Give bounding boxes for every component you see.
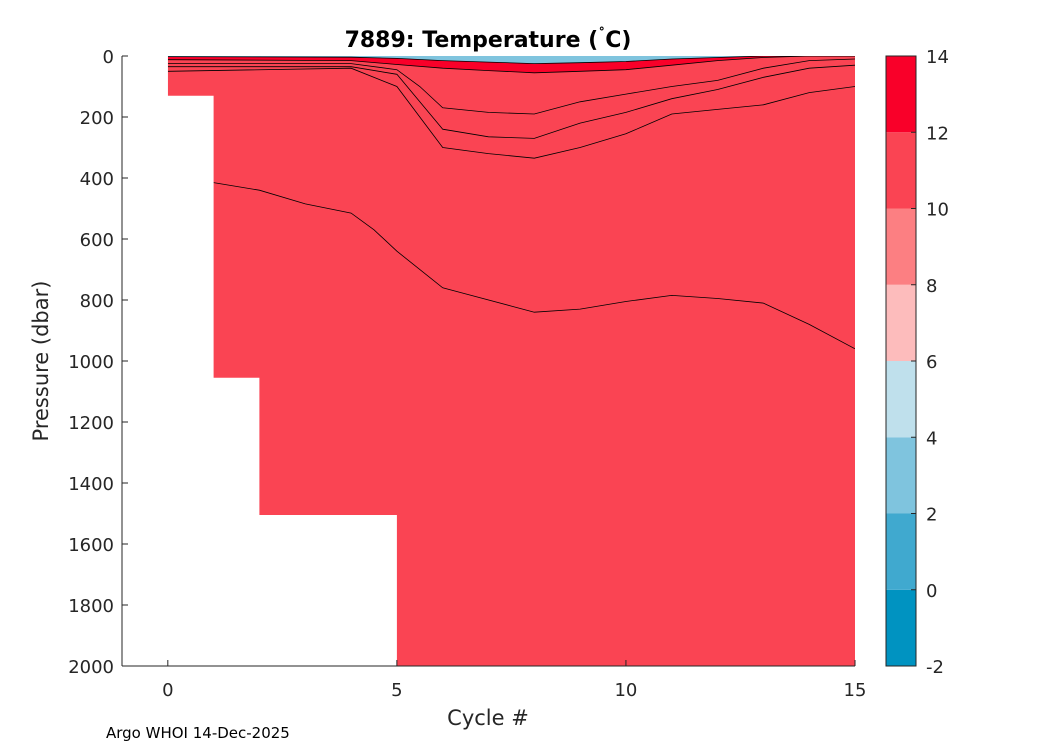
temperature-band-10-12 <box>167 56 855 666</box>
y-tick-label: 1400 <box>68 474 114 495</box>
y-tick-label: 0 <box>103 47 114 68</box>
no-data-region <box>122 56 397 666</box>
y-axis: 0 200 400 600 800 1000 1200 1400 1600 1800 2000 <box>68 47 128 678</box>
y-tick-label: 400 <box>80 169 114 190</box>
y-tick-label: 200 <box>80 108 114 129</box>
colorbar-tick-label: 4 <box>926 428 937 449</box>
colorbar-segment-4-6 <box>886 361 916 438</box>
y-axis-label: Pressure (dbar) <box>29 281 53 442</box>
x-tick-label: 5 <box>391 680 402 701</box>
x-axis-label: Cycle # <box>447 706 529 730</box>
contour-layer <box>167 56 855 666</box>
colorbar-segment-2-4 <box>886 437 916 514</box>
no-data-mask <box>122 56 397 666</box>
y-tick-label: 1000 <box>68 352 114 373</box>
colorbar-segment-6-8 <box>886 284 916 361</box>
colorbar-tick-label: -2 <box>926 657 944 678</box>
colorbar-segment-12-14 <box>886 56 916 133</box>
contour-line-10C <box>167 56 855 74</box>
colorbar-tick-label: 8 <box>926 276 937 297</box>
colorbar-segment-0-2 <box>886 513 916 590</box>
colorbar-segment--2-0 <box>886 589 916 666</box>
colorbar-tick-label: 14 <box>926 47 949 68</box>
colorbar-segment-8-10 <box>886 208 916 285</box>
y-tick-label: 1600 <box>68 535 114 556</box>
x-tick-label: 15 <box>844 680 867 701</box>
contour-line-6C <box>167 64 855 139</box>
footer-credit: Argo WHOI 14-Dec-2025 <box>106 724 290 742</box>
colorbar-tick-label: 0 <box>926 581 937 602</box>
colorbar: -2 0 2 4 6 8 10 12 14 <box>885 47 949 678</box>
colorbar-tick-label: 10 <box>926 200 949 221</box>
y-tick-label: 800 <box>80 291 114 312</box>
y-tick-label: 600 <box>80 230 114 251</box>
y-tick-label: 1200 <box>68 413 114 434</box>
x-tick-label: 10 <box>614 680 637 701</box>
colorbar-segment-10-12 <box>886 132 916 209</box>
colorbar-tick-label: 12 <box>926 123 949 144</box>
pre-cycle-blank <box>122 56 168 666</box>
y-tick-label: 1800 <box>68 596 114 617</box>
y-tick-label: 2000 <box>68 657 114 678</box>
contour-line-4C <box>213 182 855 350</box>
colorbar-tick-label: 6 <box>926 352 937 373</box>
x-tick-label: 0 <box>162 680 173 701</box>
colorbar-tick-label: 2 <box>926 505 937 526</box>
chart-title: 7889: Temperature (˚C) <box>345 26 632 53</box>
contour-line-4C <box>167 67 855 159</box>
x-axis: 0 5 10 15 <box>162 660 866 701</box>
contour-line-12C <box>167 56 855 65</box>
contour-line-8C <box>167 58 855 115</box>
